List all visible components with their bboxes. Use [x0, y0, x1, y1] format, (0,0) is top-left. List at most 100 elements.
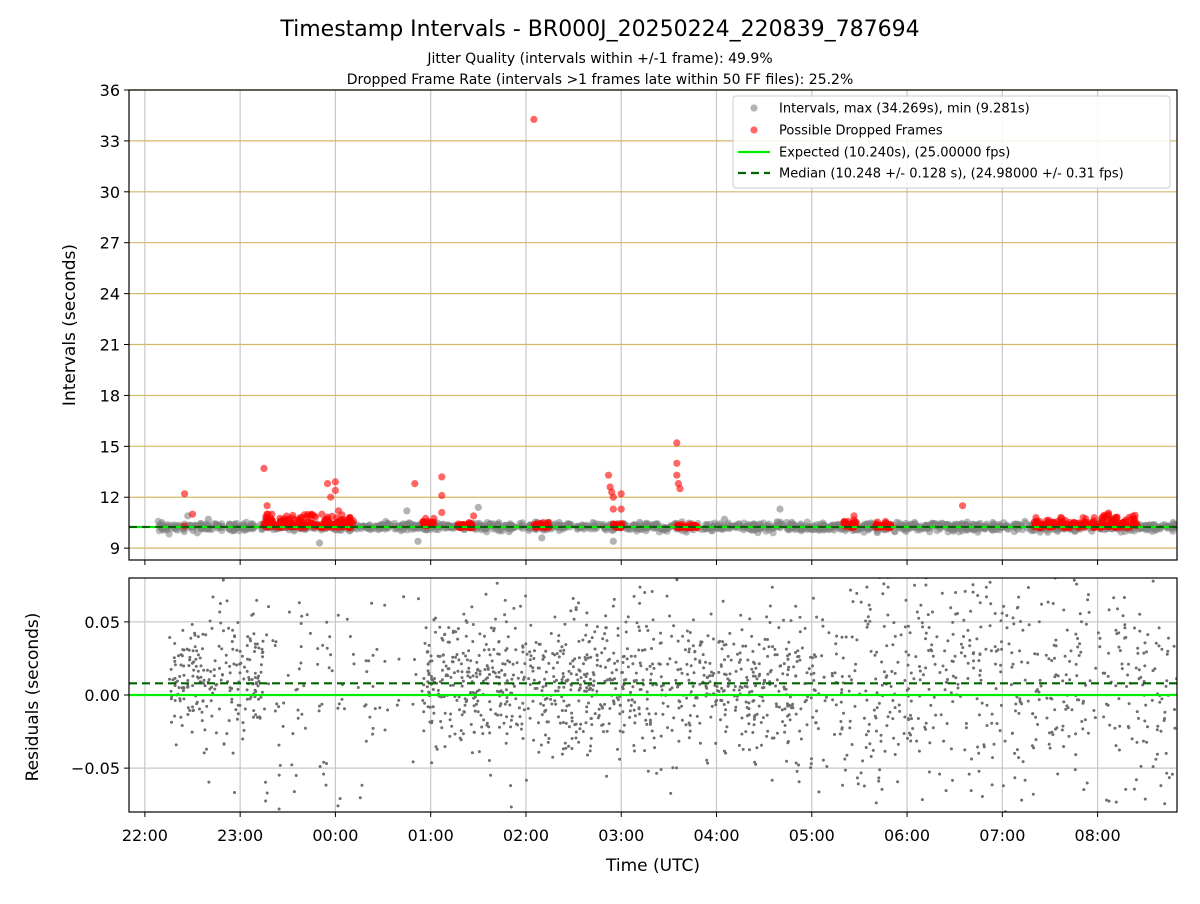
- residual-point: [459, 662, 463, 666]
- residual-point: [1112, 596, 1116, 600]
- residual-point: [643, 591, 647, 594]
- residual-point: [1074, 732, 1078, 736]
- residual-point: [414, 673, 418, 676]
- residual-point: [1160, 697, 1164, 701]
- residual-point: [562, 699, 566, 703]
- residual-point: [803, 626, 807, 630]
- residual-point: [1018, 649, 1022, 653]
- residual-point: [791, 706, 795, 710]
- residual-point: [1036, 723, 1040, 726]
- residual-point: [1074, 632, 1078, 636]
- residual-point: [642, 552, 645, 555]
- residual-point: [701, 653, 705, 657]
- residual-point: [1034, 715, 1038, 719]
- residual-point: [186, 679, 190, 682]
- residual-point: [488, 700, 492, 704]
- residual-point: [1064, 673, 1068, 677]
- residual-point: [725, 725, 729, 729]
- residual-point: [659, 684, 663, 688]
- residual-point: [543, 677, 547, 681]
- residual-point: [951, 674, 955, 678]
- residual-point: [1080, 620, 1083, 624]
- residual-point: [358, 796, 362, 800]
- interval-point: [938, 520, 946, 528]
- residual-point: [320, 702, 324, 706]
- residual-point: [621, 655, 625, 659]
- residual-point: [593, 630, 597, 634]
- residual-point: [1170, 772, 1174, 776]
- residual-point: [458, 708, 461, 712]
- residual-point: [927, 687, 931, 691]
- residual-point: [873, 653, 877, 657]
- residual-point: [356, 686, 360, 689]
- residual-point: [585, 611, 589, 615]
- residual-point: [275, 702, 279, 706]
- residual-point: [1135, 710, 1139, 714]
- residual-point: [1105, 702, 1108, 706]
- residual-point: [529, 654, 533, 658]
- residual-point: [674, 678, 678, 682]
- residual-point: [811, 664, 814, 668]
- residual-point: [532, 657, 536, 660]
- residual-point: [267, 605, 270, 609]
- residual-point: [570, 747, 574, 750]
- residual-point: [1086, 598, 1090, 602]
- residual-point: [712, 671, 716, 675]
- residual-point: [443, 711, 447, 715]
- residual-point: [449, 712, 453, 716]
- residual-point: [1121, 614, 1125, 618]
- residual-point: [203, 684, 207, 688]
- residual-point: [454, 630, 458, 634]
- residual-point: [299, 645, 303, 649]
- residual-point: [397, 698, 401, 702]
- residual-point: [621, 710, 625, 714]
- dropped-frame-point: [1066, 518, 1074, 527]
- residual-point: [639, 688, 643, 691]
- residual-point: [193, 645, 197, 649]
- residual-point: [444, 674, 448, 678]
- residual-point: [881, 592, 885, 596]
- residual-point: [833, 733, 836, 736]
- residual-point: [880, 683, 884, 687]
- residual-point: [959, 651, 963, 655]
- residual-point: [213, 659, 217, 663]
- figure-title: Timestamp Intervals - BR000J_20250224_22…: [279, 17, 919, 42]
- residual-point: [736, 652, 739, 656]
- residual-point: [539, 702, 543, 706]
- residual-point: [651, 662, 654, 666]
- interval-point: [590, 519, 599, 528]
- residual-point: [1108, 573, 1111, 576]
- residual-point: [1000, 640, 1003, 644]
- residual-point: [795, 660, 799, 663]
- residual-point: [508, 703, 512, 707]
- residual-point: [874, 677, 878, 681]
- residual-point: [181, 689, 185, 693]
- residual-point: [753, 760, 757, 764]
- residual-point: [677, 739, 681, 743]
- residual-point: [1143, 641, 1147, 645]
- residual-point: [236, 703, 240, 707]
- residual-point: [648, 718, 652, 722]
- residual-point: [1139, 764, 1143, 768]
- residual-point: [968, 644, 972, 648]
- residual-point: [616, 659, 619, 663]
- residual-point: [495, 675, 499, 679]
- residual-point: [561, 672, 565, 675]
- residual-point: [586, 753, 589, 757]
- residual-point: [843, 757, 847, 761]
- residual-point: [840, 635, 844, 639]
- residual-point: [1134, 666, 1138, 670]
- residual-point: [849, 678, 853, 682]
- residual-point: [578, 669, 582, 673]
- residual-point: [1108, 723, 1112, 727]
- residual-point: [585, 705, 589, 709]
- residual-point: [574, 606, 578, 610]
- residual-point: [652, 736, 656, 740]
- residual-point: [747, 722, 751, 726]
- residual-point: [534, 641, 538, 644]
- residual-point: [681, 634, 685, 638]
- residual-point: [783, 730, 787, 734]
- residual-point: [434, 745, 438, 749]
- residual-point: [859, 771, 863, 775]
- residual-point: [882, 582, 886, 586]
